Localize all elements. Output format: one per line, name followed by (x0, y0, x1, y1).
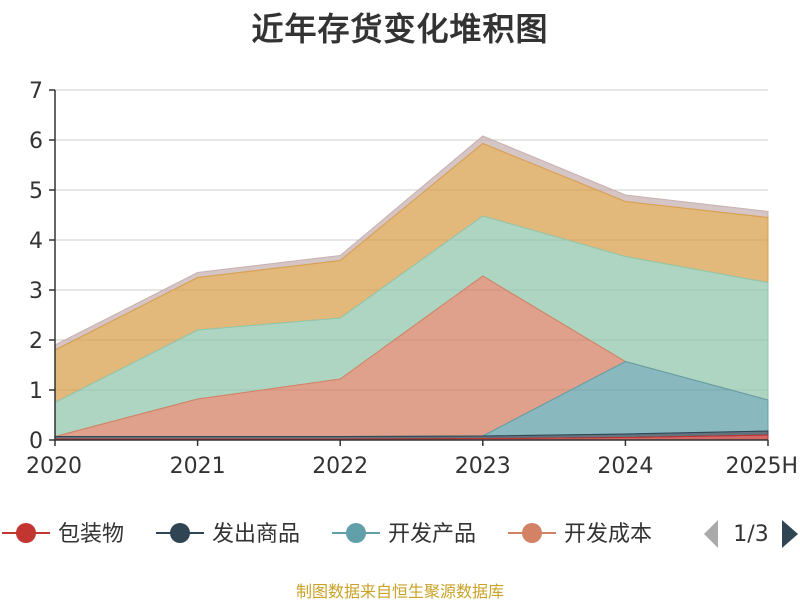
stacked-areas (54, 135, 769, 441)
y-tick-label: 2 (29, 329, 43, 354)
x-tick-label: 2021 (170, 454, 226, 479)
legend-marker (16, 523, 36, 543)
y-tick-label: 4 (29, 229, 43, 254)
x-tick-label: 2020 (26, 454, 82, 479)
legend-page-indicator: 1/3 (733, 522, 768, 547)
y-tick-label: 7 (29, 79, 43, 104)
legend-prev-page-icon[interactable] (704, 520, 718, 548)
chart-title: 近年存货变化堆积图 (251, 10, 549, 48)
x-tick-label: 2025H (725, 454, 798, 479)
legend-item-label: 发出商品 (212, 522, 300, 547)
axes: 0 1 2 3 4 5 6 7 2020 2021 2022 2023 2024 2025H (26, 79, 798, 479)
legend[interactable]: 包装物 发出商品 开发产品 开发成本 1/3 (2, 520, 798, 548)
data-source-note: 制图数据来自恒生聚源数据库 (295, 582, 504, 601)
y-tick-label: 6 (29, 129, 43, 154)
y-tick-label: 5 (29, 179, 43, 204)
y-tick-label: 0 (29, 429, 43, 454)
y-tick-label: 3 (29, 279, 43, 304)
x-tick-label: 2022 (312, 454, 368, 479)
legend-marker (346, 523, 366, 543)
y-tick-label: 1 (29, 379, 43, 404)
legend-item[interactable]: 开发成本 (508, 522, 652, 547)
legend-marker (522, 523, 542, 543)
legend-next-page-icon[interactable] (782, 520, 798, 548)
legend-item[interactable]: 包装物 (2, 522, 124, 547)
x-tick-label: 2023 (455, 454, 511, 479)
legend-item-label: 开发产品 (388, 522, 476, 547)
legend-marker (170, 523, 190, 543)
legend-item[interactable]: 发出商品 (156, 522, 300, 547)
legend-item-label: 包装物 (58, 522, 124, 547)
x-tick-label: 2024 (597, 454, 653, 479)
legend-item-label: 开发成本 (564, 522, 652, 547)
legend-item[interactable]: 开发产品 (332, 522, 476, 547)
